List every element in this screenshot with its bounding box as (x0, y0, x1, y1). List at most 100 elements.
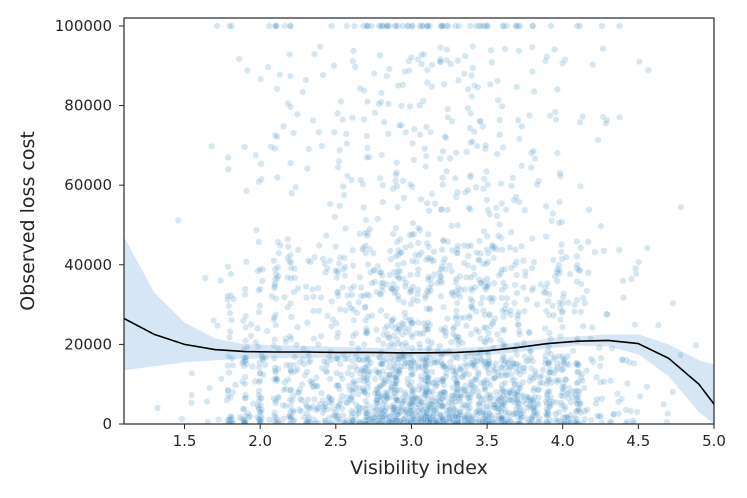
scatter-point (489, 318, 497, 326)
scatter-point (465, 406, 472, 414)
scatter-point (544, 395, 551, 403)
scatter-point (287, 367, 295, 374)
scatter-point (334, 355, 342, 363)
scatter-point (501, 405, 509, 413)
scatter-point (351, 22, 358, 30)
scatter-point (304, 319, 311, 326)
scatter-point (274, 263, 282, 271)
scatter-point (423, 79, 431, 86)
scatter-point (559, 60, 566, 67)
scatter-point (436, 342, 444, 350)
scatter-point (464, 262, 472, 269)
scatter-point (507, 264, 515, 272)
scatter-point (546, 376, 554, 383)
scatter-point (312, 419, 320, 424)
scatter-point (571, 414, 578, 422)
scatter-point (302, 283, 310, 290)
scatter-point (213, 22, 221, 30)
scatter-point (556, 267, 563, 274)
scatter-point (307, 377, 314, 385)
scatter-point (444, 105, 452, 113)
scatter-point (287, 264, 295, 272)
scatter-point (531, 384, 538, 392)
scatter-point (594, 136, 602, 144)
scatter-point (551, 46, 558, 53)
scatter-point (398, 354, 406, 362)
scatter-point (443, 407, 450, 415)
scatter-point (396, 236, 404, 243)
scatter-point (362, 397, 370, 405)
scatter-point (432, 398, 440, 406)
scatter-point (298, 381, 306, 388)
scatter-point (503, 294, 511, 302)
scatter-point (467, 303, 475, 311)
scatter-point (360, 116, 368, 123)
x-axis-label: Visibility index (350, 457, 488, 479)
scatter-point (410, 230, 418, 238)
scatter-point (360, 204, 368, 211)
scatter-point (257, 75, 264, 83)
scatter-point (628, 275, 635, 283)
scatter-point (606, 418, 614, 424)
scatter-point (373, 326, 380, 334)
scatter-point (519, 378, 527, 386)
scatter-point (273, 375, 280, 383)
scatter-point (334, 292, 342, 300)
scatter-point (509, 386, 517, 394)
scatter-point (406, 288, 414, 296)
scatter-point (479, 123, 487, 130)
scatter-point (436, 411, 444, 419)
scatter-point (579, 322, 587, 330)
scatter-point (257, 160, 265, 168)
scatter-point (480, 379, 488, 387)
scatter-point (438, 22, 446, 30)
scatter-point (393, 396, 400, 403)
scatter-point (380, 118, 388, 126)
scatter-point (188, 391, 196, 399)
scatter-point (473, 249, 481, 256)
scatter-point (243, 187, 250, 195)
scatter-point (414, 297, 421, 305)
scatter-point (599, 45, 607, 52)
scatter-point (362, 329, 370, 337)
scatter-point (272, 368, 280, 376)
scatter-point (557, 248, 565, 256)
scatter-point (347, 304, 355, 312)
scatter-point (416, 340, 423, 348)
scatter-point (520, 257, 527, 264)
scatter-point (303, 368, 311, 376)
scatter-point (472, 184, 480, 191)
scatter-point (409, 283, 417, 291)
scatter-point (554, 85, 561, 93)
scatter-point (406, 401, 413, 408)
scatter-point (294, 389, 302, 396)
scatter-point (564, 299, 572, 306)
scatter-point (473, 142, 481, 150)
scatter-point (433, 377, 441, 384)
scatter-point (388, 285, 396, 293)
scatter-point (463, 352, 471, 360)
scatter-point (271, 355, 278, 362)
scatter-point (552, 116, 560, 123)
scatter-point (364, 408, 372, 416)
scatter-point (449, 384, 456, 391)
scatter-point (395, 275, 403, 282)
scatter-point (449, 354, 457, 362)
scatter-point (242, 323, 249, 331)
scatter-point (437, 44, 444, 51)
scatter-point (254, 324, 261, 332)
scatter-point (498, 385, 506, 393)
scatter-point (296, 358, 304, 366)
scatter-point (364, 98, 371, 105)
scatter-point (514, 395, 521, 403)
scatter-point (519, 392, 527, 399)
scatter-point (381, 398, 389, 405)
scatter-point (577, 308, 585, 316)
scatter-point (434, 358, 441, 366)
scatter-point (425, 273, 432, 281)
scatter-point (516, 370, 524, 378)
scatter-point (518, 242, 525, 250)
scatter-point (282, 335, 289, 342)
scatter-point (394, 327, 401, 335)
scatter-point (255, 238, 263, 246)
